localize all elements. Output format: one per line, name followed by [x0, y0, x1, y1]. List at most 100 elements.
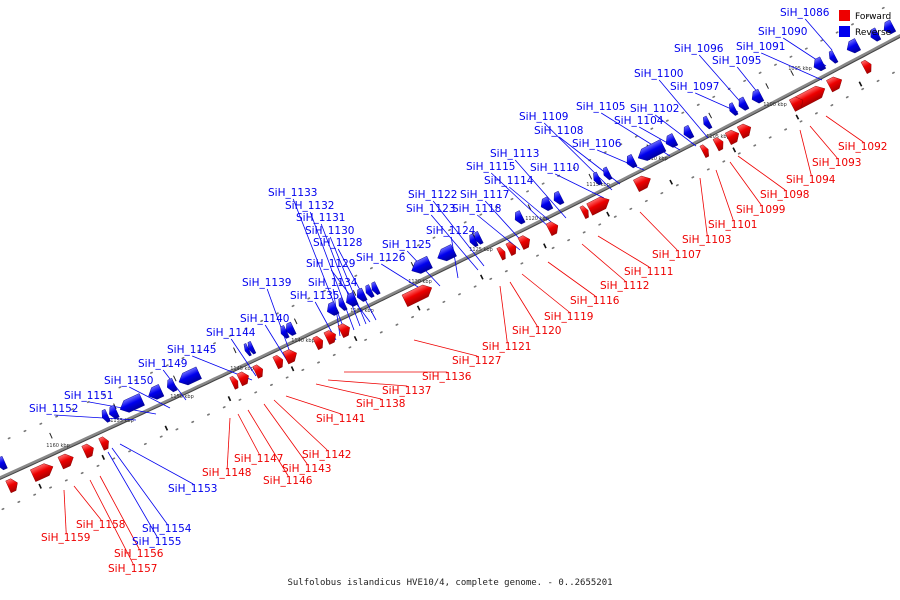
forward-gene-label: SiH_1146 — [263, 475, 313, 487]
forward-gene-arrow-18 — [323, 330, 336, 345]
forward-gene-label: SiH_1138 — [356, 398, 405, 410]
tick-label: 1115 kbp — [586, 182, 610, 188]
reverse-gene-label: SiH_1095 — [712, 55, 761, 67]
reverse-gene-label: SiH_1155 — [132, 536, 181, 548]
forward-gene-arrow-24 — [229, 375, 239, 390]
gene-arrows — [0, 19, 897, 494]
reverse-gene-label: SiH_1113 — [490, 148, 539, 160]
reverse-gene-label: SiH_1125 — [382, 239, 431, 251]
reverse-gene-label: SiH_1086 — [780, 7, 830, 19]
reverse-leader-line — [490, 172, 553, 231]
reverse-leader-line — [698, 54, 745, 107]
reverse-leader-line — [432, 200, 485, 267]
reverse-gene-label: SiH_1110 — [530, 162, 579, 174]
tick-1105-kbp: 1105 kbp — [706, 112, 730, 140]
reverse-gene-arrow-6 — [751, 88, 765, 104]
reverse-gene-arrow-12 — [637, 139, 667, 161]
forward-gene-arrow-5 — [736, 123, 752, 139]
reverse-gene-label: SiH_1102 — [630, 103, 679, 115]
marker-tick — [479, 274, 484, 280]
forward-gene-arrow-28 — [30, 463, 54, 482]
reverse-gene-label: SiH_1139 — [242, 277, 291, 289]
reverse-leader-line — [119, 443, 194, 485]
reverse-leader-line — [264, 324, 289, 363]
forward-leader-line — [699, 177, 708, 236]
marker-tick — [606, 211, 610, 217]
forward-gene-label: SiH_1111 — [624, 266, 673, 278]
reverse-leader-line — [266, 288, 293, 359]
reverse-gene-arrow-14 — [603, 166, 613, 181]
reverse-gene-arrow-39 — [0, 455, 8, 471]
reverse-gene-label: SiH_1152 — [29, 403, 78, 415]
forward-gene-arrow-15 — [496, 246, 506, 261]
reverse-gene-label: SiH_1109 — [519, 111, 568, 123]
reverse-gene-arrow-32 — [243, 343, 252, 357]
reverse-leader-line — [555, 173, 605, 199]
reverse-leader-line — [337, 248, 377, 321]
reverse-gene-label: SiH_1123 — [406, 203, 455, 215]
reverse-gene-arrow-34 — [167, 377, 178, 393]
reverse-gene-label: SiH_1154 — [142, 523, 192, 535]
reverse-gene-label: SiH_1140 — [240, 313, 289, 325]
reverse-leader-line — [309, 211, 355, 331]
reverse-gene-label: SiH_1133 — [268, 187, 317, 199]
reverse-gene-arrow-1 — [883, 19, 897, 35]
reverse-gene-label: SiH_1129 — [306, 258, 355, 270]
reverse-gene-arrow-20 — [469, 233, 479, 248]
reverse-leader-line — [804, 18, 833, 51]
forward-gene-arrow-8 — [699, 144, 709, 159]
forward-gene-arrow-12 — [545, 221, 559, 237]
reverse-gene-arrow-17 — [540, 196, 554, 211]
reverse-gene-label: SiH_1130 — [305, 225, 354, 237]
forward-gene-arrow-13 — [517, 235, 530, 250]
tick-1140-kbp: 1140 kbp — [291, 318, 315, 344]
forward-gene-label: SiH_1142 — [302, 449, 351, 461]
tick-label: 1110 kbp — [644, 156, 668, 162]
tick-label: 1125 kbp — [469, 247, 493, 253]
marker-tick — [732, 147, 737, 153]
reverse-gene-arrow-13 — [626, 154, 638, 169]
forward-gene-label: SiH_1103 — [682, 234, 731, 246]
reverse-gene-arrow-38 — [101, 408, 111, 423]
reverse-leader-line — [107, 451, 158, 538]
reverse-gene-label: SiH_1150 — [104, 375, 153, 387]
marker-tick — [227, 396, 232, 402]
forward-gene-arrow-7 — [712, 137, 724, 152]
forward-gene-arrow-16 — [401, 284, 433, 307]
reverse-gene-arrow-4 — [828, 50, 839, 64]
reverse-gene-label: SiH_1134 — [308, 277, 358, 289]
forward-gene-arrow-9 — [633, 175, 651, 192]
forward-leader-line — [737, 155, 786, 191]
genome-caption: Sulfolobus islandicus HVE10/4, complete … — [287, 578, 613, 588]
forward-gene-label: SiH_1121 — [482, 341, 531, 353]
forward-leader-line — [729, 161, 762, 206]
forward-gene-label: SiH_1099 — [736, 204, 785, 216]
forward-gene-label: SiH_1116 — [570, 295, 620, 307]
reverse-gene-arrow-36 — [119, 393, 145, 413]
marker-tick — [416, 305, 421, 311]
forward-leader-line — [63, 489, 67, 534]
reverse-gene-label: SiH_1106 — [572, 138, 622, 150]
tick-1125-kbp: 1125 kbp — [469, 232, 493, 253]
forward-leader-line — [73, 485, 102, 521]
tick-1100-kbp: 1100 kbp — [763, 83, 787, 108]
forward-gene-label: SiH_1127 — [452, 355, 501, 367]
forward-leader-line — [597, 235, 650, 268]
forward-gene-label: SiH_1137 — [382, 385, 431, 397]
forward-gene-arrow-23 — [236, 371, 249, 387]
forward-gene-arrow-10 — [586, 196, 610, 216]
reverse-leader-line — [430, 214, 479, 271]
reverse-gene-label: SiH_1124 — [426, 225, 476, 237]
reverse-gene-label: SiH_1097 — [670, 81, 719, 93]
dotted-track-lower — [1, 68, 900, 511]
reverse-gene-label: SiH_1153 — [168, 483, 217, 495]
reverse-gene-arrow-5 — [813, 56, 827, 72]
reverse-gene-arrow-10 — [683, 124, 695, 139]
reverse-gene-arrow-22 — [411, 255, 433, 274]
reverse-gene-arrow-35 — [148, 384, 165, 400]
forward-leader-line — [327, 379, 408, 387]
marker-tick — [669, 179, 674, 185]
tick-label: 1145 kbp — [230, 366, 254, 372]
forward-gene-arrow-17 — [337, 323, 350, 338]
